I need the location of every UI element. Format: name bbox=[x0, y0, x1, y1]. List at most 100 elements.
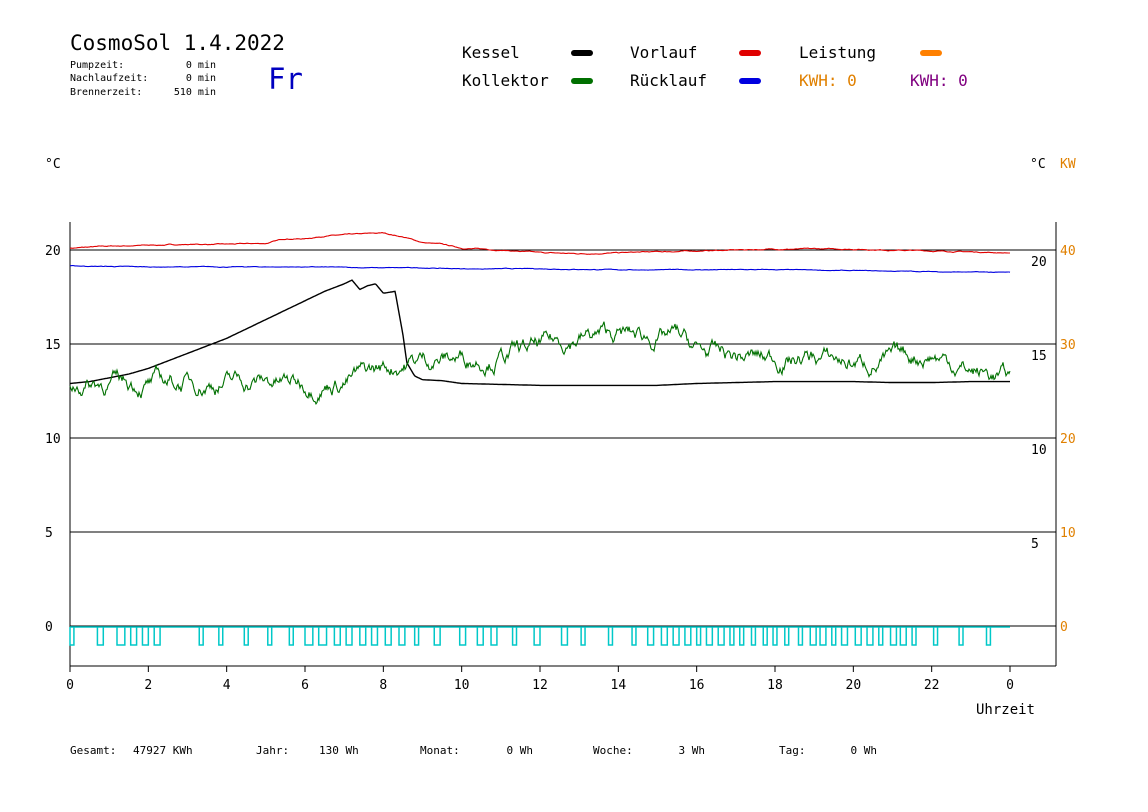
pump-series bbox=[69, 626, 1010, 646]
pump-pulse bbox=[866, 627, 874, 646]
pump-pulse bbox=[854, 627, 862, 646]
y-tick-left: 0 bbox=[45, 620, 53, 635]
pump-pulse bbox=[384, 627, 392, 646]
pump-pulse bbox=[198, 627, 204, 646]
legend-label-kessel: Kessel bbox=[462, 43, 520, 62]
x-tick-labels: 0 2 4 6 8 10 12 14 16 18 20 22 0 bbox=[66, 666, 1014, 693]
tag-value: 0 Wh bbox=[851, 744, 878, 757]
pump-pulse bbox=[631, 627, 637, 646]
series-lines bbox=[69, 232, 1011, 406]
pump-pulse bbox=[69, 627, 75, 646]
x-axis-title: Uhrzeit bbox=[976, 702, 1035, 718]
pump-pulse bbox=[819, 627, 827, 646]
series-line-kessel bbox=[69, 279, 1010, 387]
pumpzeit-label: Pumpzeit: bbox=[70, 60, 124, 71]
x-tick-label: 12 bbox=[532, 678, 548, 693]
pump-pulse bbox=[370, 627, 379, 646]
pump-pulse bbox=[153, 627, 161, 646]
pump-pulse bbox=[141, 627, 150, 646]
legend-label-ruecklauf: Rücklauf bbox=[630, 71, 707, 90]
y-tick-right-kw: 20 bbox=[1060, 432, 1076, 447]
y-tick-right-kw: 40 bbox=[1060, 244, 1076, 259]
pump-pulse bbox=[672, 627, 680, 646]
x-tick-label: 6 bbox=[301, 678, 309, 693]
footer-stats: Gesamt: 47927 KWh Jahr: 130 Wh Monat: 0 … bbox=[70, 744, 877, 757]
legend-swatch-kessel bbox=[571, 50, 593, 56]
legend-label-leistung: Leistung bbox=[799, 43, 876, 62]
left-unit-label: °C bbox=[45, 157, 61, 172]
brennerzeit-value: 510 min bbox=[174, 87, 216, 98]
y-tick-right-c: 15 bbox=[1031, 349, 1047, 364]
nachlaufzeit-value: 0 min bbox=[186, 73, 216, 84]
pump-pulse bbox=[433, 627, 441, 646]
pump-pulse bbox=[809, 627, 817, 646]
pump-pulse bbox=[797, 627, 804, 646]
pump-pulse bbox=[243, 627, 249, 646]
pump-pulse bbox=[729, 627, 735, 646]
legend-label-vorlauf: Vorlauf bbox=[630, 43, 697, 62]
x-tick-label: 4 bbox=[223, 678, 231, 693]
pump-pulse bbox=[317, 627, 328, 646]
y-tick-right-kw: 30 bbox=[1060, 338, 1076, 353]
y-tick-right-c: 5 bbox=[1031, 537, 1039, 552]
x-tick-label: 0 bbox=[1006, 678, 1014, 693]
pump-pulse bbox=[831, 627, 837, 646]
gesamt-value: 47927 KWh bbox=[133, 744, 193, 757]
pump-pulse bbox=[772, 627, 778, 646]
x-tick-label: 18 bbox=[767, 678, 783, 693]
pump-pulse bbox=[580, 627, 586, 646]
pump-pulse bbox=[413, 627, 420, 646]
nachlaufzeit-label: Nachlaufzeit: bbox=[70, 73, 148, 84]
legend-swatch-leistung bbox=[920, 50, 942, 56]
pump-pulse bbox=[985, 627, 992, 646]
pump-pulse bbox=[717, 627, 725, 646]
x-tick-label: 16 bbox=[689, 678, 705, 693]
woche-label: Woche: bbox=[593, 744, 633, 757]
pump-pulse bbox=[490, 627, 498, 646]
pump-pulse bbox=[288, 627, 294, 646]
chart-title: CosmoSol 1.4.2022 bbox=[70, 31, 285, 55]
x-tick-label: 10 bbox=[454, 678, 470, 693]
pump-pulse bbox=[511, 627, 518, 646]
day-label: Fr bbox=[268, 62, 303, 96]
y-tick-left: 10 bbox=[45, 432, 61, 447]
series-line-kollektor bbox=[69, 321, 1011, 406]
x-tick-label: 0 bbox=[66, 678, 74, 693]
pump-pulse bbox=[784, 627, 790, 646]
kwh-orange-label: KWH: 0 bbox=[799, 71, 857, 90]
pump-pulse bbox=[899, 627, 907, 646]
right-unit-kw-label: KW bbox=[1060, 157, 1076, 172]
pump-pulse bbox=[878, 627, 884, 646]
pump-pulse bbox=[533, 627, 541, 646]
kwh-purple-label: KWH: 0 bbox=[910, 71, 968, 90]
pump-pulse bbox=[359, 627, 367, 646]
pump-pulse bbox=[129, 627, 138, 646]
pump-pulse bbox=[476, 627, 484, 646]
y-tick-labels: 0 5 10 15 20 5 10 15 20 0 10 20 30 40 bbox=[45, 244, 1076, 635]
right-unit-c-label: °C bbox=[1030, 157, 1046, 172]
legend-swatch-ruecklauf bbox=[739, 78, 761, 84]
monat-value: 0 Wh bbox=[507, 744, 534, 757]
legend: Kessel Kollektor Vorlauf Rücklauf Leistu… bbox=[462, 43, 968, 90]
pump-pulse bbox=[267, 627, 273, 646]
gesamt-label: Gesamt: bbox=[70, 744, 116, 757]
legend-label-kollektor: Kollektor bbox=[462, 71, 549, 90]
pump-pulse bbox=[560, 627, 569, 646]
series-line-vorlauf bbox=[69, 232, 1010, 255]
pump-pulse bbox=[218, 627, 224, 646]
pump-pulse bbox=[333, 627, 341, 646]
pump-pulse bbox=[684, 627, 692, 646]
pump-pulse bbox=[398, 627, 406, 646]
pump-pulse bbox=[705, 627, 714, 646]
y-tick-left: 20 bbox=[45, 244, 61, 259]
pump-pulse bbox=[304, 627, 314, 646]
legend-swatch-vorlauf bbox=[739, 50, 761, 56]
pump-pulse bbox=[607, 627, 614, 646]
x-tick-label: 20 bbox=[846, 678, 862, 693]
pump-pulse bbox=[116, 627, 126, 646]
x-tick-label: 8 bbox=[379, 678, 387, 693]
pump-pulse bbox=[762, 627, 768, 646]
pump-pulse bbox=[458, 627, 467, 646]
pump-pulse bbox=[96, 627, 105, 646]
